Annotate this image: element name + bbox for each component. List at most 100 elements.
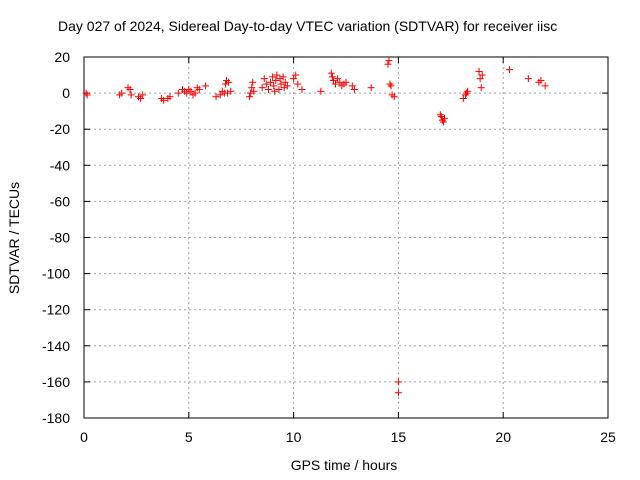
data-point (294, 80, 302, 88)
data-point (336, 78, 344, 86)
data-point (476, 75, 484, 83)
y-tick-label: -100 (42, 266, 70, 282)
x-tick-label: 10 (286, 429, 302, 445)
data-point (385, 57, 393, 65)
data-point (436, 111, 444, 119)
data-point (390, 93, 398, 101)
x-axis-title: GPS time / hours (291, 457, 398, 473)
data-point (537, 76, 545, 84)
data-point (329, 76, 337, 84)
x-tick-label: 15 (391, 429, 407, 445)
data-point (248, 84, 256, 92)
data-point (126, 85, 134, 93)
y-tick-label: -160 (42, 374, 70, 390)
data-point (191, 89, 199, 97)
data-point (459, 95, 467, 103)
data-point (298, 85, 306, 93)
data-point (437, 113, 445, 121)
data-point (524, 75, 532, 83)
chart-title: Day 027 of 2024, Sidereal Day-to-day VTE… (58, 18, 557, 34)
data-point (332, 80, 340, 88)
data-point (541, 82, 549, 90)
data-point (264, 85, 272, 93)
data-point (387, 82, 395, 90)
data-point (478, 71, 486, 79)
y-tick-label: 20 (54, 49, 70, 65)
data-point (342, 78, 350, 86)
data-point (464, 87, 472, 95)
data-point (227, 87, 235, 95)
y-tick-label: -120 (42, 302, 70, 318)
data-point (505, 66, 513, 74)
data-point (317, 87, 325, 95)
data-point (290, 75, 298, 83)
data-point (160, 96, 168, 104)
data-point (281, 78, 289, 86)
data-point (195, 85, 203, 93)
data-point (250, 87, 258, 95)
data-point (83, 91, 91, 99)
data-point (283, 82, 291, 90)
data-point (221, 80, 229, 88)
data-point (139, 91, 147, 99)
data-point (475, 67, 483, 75)
data-point (477, 84, 485, 92)
data-point (82, 89, 90, 97)
data-point (280, 84, 288, 92)
data-point (394, 389, 402, 397)
data-point (212, 93, 220, 101)
y-tick-label: -40 (50, 157, 70, 173)
data-point (275, 85, 283, 93)
x-tick-label: 25 (600, 429, 616, 445)
data-points (82, 57, 549, 397)
data-point (270, 82, 278, 90)
data-point (334, 75, 342, 83)
data-point (187, 87, 195, 95)
data-point (384, 60, 392, 68)
data-point (262, 80, 270, 88)
data-point (350, 85, 358, 93)
data-point (267, 78, 275, 86)
data-point (328, 73, 336, 81)
data-point (249, 78, 257, 86)
data-point (367, 84, 375, 92)
data-point (202, 82, 210, 90)
y-tick-label: -80 (50, 230, 70, 246)
data-point (258, 84, 266, 92)
data-point (292, 71, 300, 79)
data-point (247, 89, 255, 97)
data-point (463, 89, 471, 97)
x-tick-label: 5 (185, 429, 193, 445)
data-point (183, 89, 191, 97)
y-tick-label: -180 (42, 410, 70, 426)
data-point (348, 82, 356, 90)
data-point (441, 114, 449, 122)
y-tick-label: -140 (42, 338, 70, 354)
grid-lines (84, 57, 608, 418)
y-tick-label: -60 (50, 193, 70, 209)
data-point (174, 89, 182, 97)
axis-ticks: 0 5 10 15 20 25 20 0 -20 -40 -60 -80 -100 -120 -140 -16… (42, 49, 616, 445)
data-point (386, 80, 394, 88)
y-tick-label: 0 (62, 85, 70, 101)
data-point (272, 76, 280, 84)
data-point (279, 73, 287, 81)
data-point (127, 91, 135, 99)
data-point (225, 78, 233, 86)
data-point (461, 91, 469, 99)
y-axis-title: SDTVAR / TECUs (6, 182, 22, 294)
data-point (277, 80, 285, 88)
data-point (394, 378, 402, 386)
data-point (327, 69, 335, 77)
data-point (166, 93, 174, 101)
data-point (246, 93, 254, 101)
data-point (273, 71, 281, 79)
x-tick-label: 0 (80, 429, 88, 445)
x-tick-label: 20 (495, 429, 511, 445)
data-point (276, 75, 284, 83)
data-point (118, 89, 126, 97)
data-point (260, 75, 268, 83)
data-point (269, 73, 277, 81)
y-tick-label: -20 (50, 121, 70, 137)
